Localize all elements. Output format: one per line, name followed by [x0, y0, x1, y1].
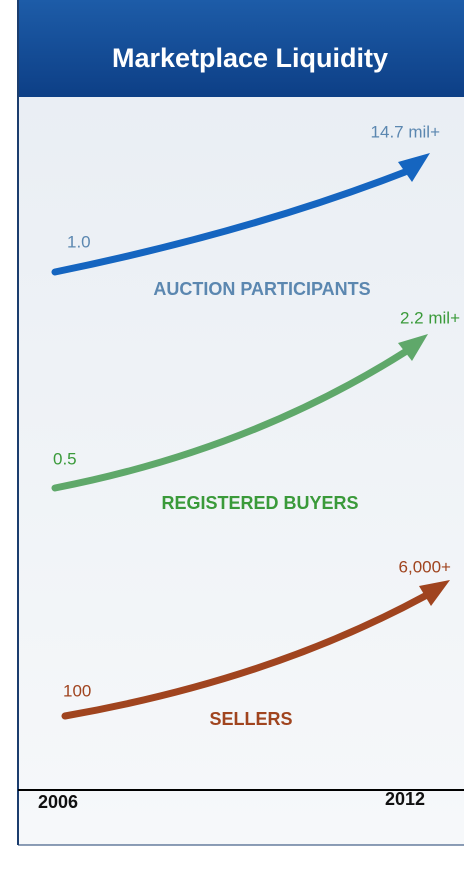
- arrow-shaft: [51, 348, 409, 492]
- arrow-head: [398, 334, 428, 361]
- start-value: 1.0: [67, 232, 91, 251]
- arrow-shaft: [51, 168, 409, 276]
- header: [18, 0, 464, 97]
- title: Marketplace Liquidity: [112, 43, 388, 73]
- metric-label: REGISTERED BUYERS: [161, 493, 358, 513]
- end-year: 2012: [385, 789, 425, 809]
- arrow-head: [398, 153, 430, 182]
- arrow-shaft: [61, 592, 429, 720]
- metric-label: AUCTION PARTICIPANTS: [153, 279, 370, 299]
- end-value: 6,000+: [399, 557, 452, 576]
- start-value: 0.5: [53, 449, 77, 468]
- end-value: 14.7 mil+: [371, 122, 441, 141]
- arrow-head: [419, 580, 450, 606]
- end-value: 2.2 mil+: [400, 308, 460, 327]
- metric-label: SELLERS: [209, 709, 292, 729]
- panel: [18, 0, 464, 845]
- start-value: 100: [63, 681, 91, 700]
- start-year: 2006: [38, 792, 78, 812]
